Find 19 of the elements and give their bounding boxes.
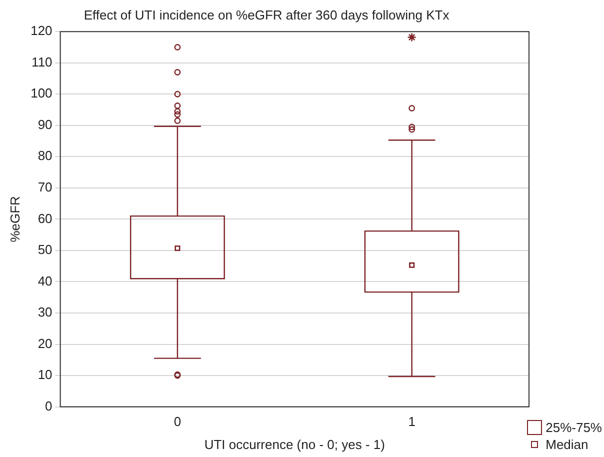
y-tick-label: 120	[30, 23, 52, 38]
y-axis-title: %eGFR	[7, 196, 22, 242]
y-tick-label: 20	[38, 336, 52, 351]
y-tick-label: 80	[38, 148, 52, 164]
legend-label: 25%-75%	[546, 420, 602, 435]
y-tick-label: 10	[38, 367, 52, 382]
x-tick-label: 1	[408, 414, 416, 430]
y-tick-label: 50	[38, 242, 52, 258]
y-tick-label: 0	[45, 398, 52, 414]
y-tick-label: 100	[30, 86, 52, 101]
y-tick-label: 70	[38, 180, 52, 195]
y-tick-label: 40	[38, 273, 52, 288]
y-tick-label: 60	[38, 210, 52, 226]
y-tick-label: 110	[32, 54, 52, 70]
chart-title: Effect of UTI incidence on %eGFR after 360 days following KTx	[84, 7, 450, 22]
x-axis-title: UTI occurrence (no - 0; yes - 1)	[204, 436, 385, 452]
legend-label: Median	[546, 437, 588, 452]
y-tick-label: 30	[38, 304, 52, 320]
y-tick-label: 90	[38, 116, 52, 132]
